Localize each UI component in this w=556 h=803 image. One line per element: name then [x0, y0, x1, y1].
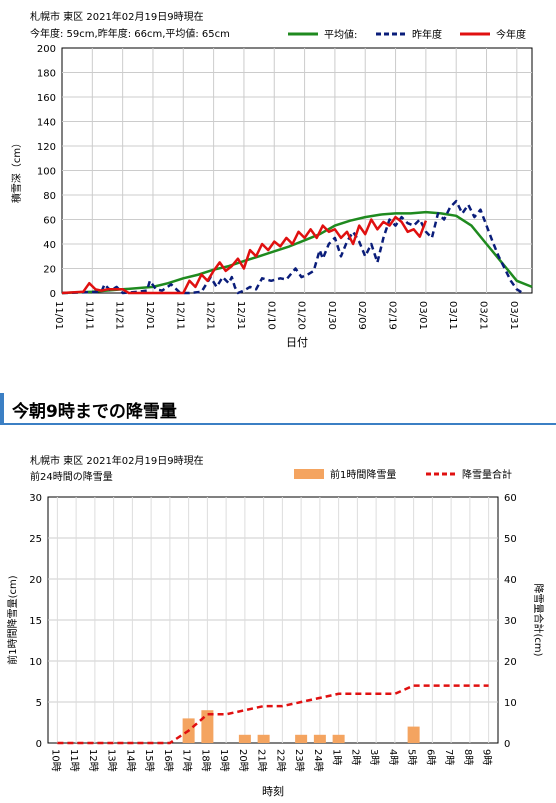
y-tick-label: 140 [37, 118, 56, 129]
x-tick-label: 11/21 [114, 301, 125, 330]
chart-header-line2: 今年度: 59cm,昨年度: 66cm,平均値: 65cm [30, 27, 230, 40]
y-tick-label: 15 [29, 616, 42, 627]
x-tick-label: 6時 [424, 749, 436, 765]
bar-10 [238, 734, 251, 743]
y-tick-label: 10 [29, 657, 42, 668]
legend-label-0: 平均値: [324, 28, 357, 41]
legend-label-0: 前1時間降雪量 [330, 468, 396, 481]
y-tick-label: 5 [36, 698, 42, 709]
x-tick-label: 01/30 [326, 301, 337, 330]
y-tick-label: 0 [50, 289, 56, 300]
y-right-tick-label: 10 [504, 698, 517, 709]
x-tick-label: 10時 [49, 749, 61, 772]
x-tick-label: 2時 [349, 749, 361, 765]
y-tick-label: 25 [29, 534, 42, 545]
y-axis-label: 前1時間降雪量(cm) [6, 575, 19, 665]
legend-label-1: 降雪量合計 [462, 468, 512, 481]
x-tick-label: 03/11 [447, 301, 458, 330]
chart-header-line2: 前24時間の降雪量 [30, 470, 113, 483]
y-tick-label: 100 [37, 167, 56, 178]
y-right-tick-label: 20 [504, 657, 517, 668]
x-tick-label: 12/11 [174, 301, 185, 330]
total-line [57, 684, 489, 745]
y-tick-label: 20 [29, 575, 42, 586]
y-right-tick-label: 60 [504, 493, 517, 504]
y-tick-label: 80 [43, 191, 56, 202]
section-accent-bar [0, 393, 4, 425]
y-tick-label: 30 [29, 493, 42, 504]
legend-bar-swatch [294, 469, 324, 479]
x-tick-label: 02/09 [356, 301, 367, 330]
legend-label-1: 昨年度 [412, 28, 442, 41]
x-tick-label: 12/21 [205, 301, 216, 330]
y-axis-label: 積雪深（cm） [10, 138, 23, 203]
x-axis-label: 日付 [286, 336, 308, 349]
bar-19 [407, 726, 420, 743]
y-right-tick-label: 50 [504, 534, 517, 545]
x-tick-label: 16時 [162, 749, 174, 772]
x-tick-label: 3時 [368, 749, 380, 765]
section-underline [0, 423, 556, 425]
x-tick-label: 12/31 [235, 301, 246, 330]
x-tick-label: 20時 [237, 749, 249, 772]
x-tick-label: 15時 [143, 749, 155, 772]
chart-header-line1: 札幌市 東区 2021年02月19日9時現在 [30, 454, 204, 467]
bar-15 [332, 734, 345, 743]
x-tick-label: 03/01 [417, 301, 428, 330]
y-right-tick-label: 30 [504, 616, 517, 627]
x-tick-label: 7時 [443, 749, 455, 765]
section-title: 今朝9時までの降雪量 [12, 402, 177, 422]
y-tick-label: 0 [36, 739, 42, 750]
x-tick-label: 12時 [87, 749, 99, 772]
bar-14 [313, 734, 326, 743]
y-tick-label: 60 [43, 216, 56, 227]
x-tick-label: 21時 [256, 749, 268, 772]
y-right-tick-label: 40 [504, 575, 517, 586]
x-tick-label: 23時 [293, 749, 305, 772]
y-tick-label: 40 [43, 240, 56, 251]
x-tick-label: 03/31 [508, 301, 519, 330]
x-tick-label: 14時 [124, 749, 136, 772]
y-right-axis-label: 降雪量合計(cm) [532, 583, 545, 656]
legend-label-2: 今年度 [496, 28, 526, 41]
x-tick-label: 03/21 [478, 301, 489, 330]
x-tick-label: 18時 [199, 749, 211, 772]
section-header: 今朝9時までの降雪量 [0, 393, 556, 425]
x-axis-label: 時刻 [262, 784, 284, 798]
bar-11 [257, 734, 270, 743]
x-tick-label: 17時 [181, 749, 193, 772]
x-tick-label: 11/01 [53, 301, 64, 330]
bar-13 [295, 734, 308, 743]
x-tick-label: 8時 [462, 749, 474, 765]
series-line-1 [61, 199, 524, 295]
x-tick-label: 22時 [274, 749, 286, 772]
x-tick-label: 13時 [106, 749, 118, 772]
y-tick-label: 120 [37, 142, 56, 153]
x-tick-label: 11/11 [83, 301, 94, 330]
x-tick-label: 02/19 [387, 301, 398, 330]
series-line-2 [61, 215, 428, 295]
x-tick-label: 1時 [331, 749, 343, 765]
x-tick-label: 5時 [406, 749, 418, 765]
x-tick-label: 24時 [312, 749, 324, 772]
y-tick-label: 180 [37, 69, 56, 80]
chart-header-line1: 札幌市 東区 2021年02月19日9時現在 [30, 10, 204, 23]
x-tick-label: 01/20 [296, 301, 307, 330]
x-tick-label: 12/01 [144, 301, 155, 330]
x-tick-label: 01/10 [265, 301, 276, 330]
y-tick-label: 160 [37, 93, 56, 104]
x-tick-label: 19時 [218, 749, 230, 772]
x-tick-label: 11時 [68, 749, 80, 772]
y-tick-label: 200 [37, 44, 56, 55]
y-tick-label: 20 [43, 265, 56, 276]
y-right-tick-label: 0 [504, 739, 510, 750]
x-tick-label: 4時 [387, 749, 399, 765]
x-tick-label: 9時 [481, 749, 493, 765]
